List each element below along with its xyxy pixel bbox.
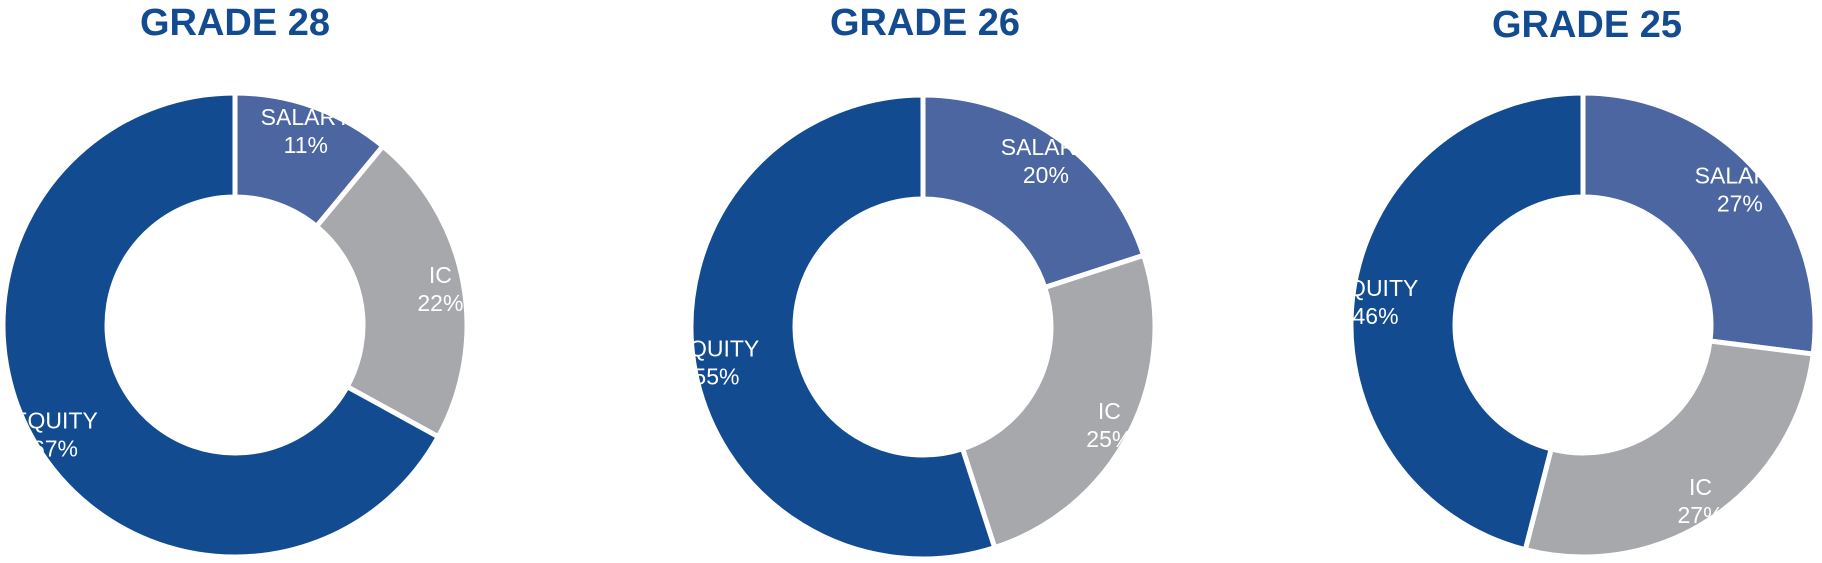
slice-label-ic: IC 22% [417, 262, 463, 316]
slice-category-label: IC [1689, 474, 1712, 500]
slice-category-label: SALARY [1695, 163, 1785, 189]
slice-category-label: EQUITY [1333, 275, 1419, 301]
slice-equity [688, 92, 998, 562]
chart-title: GRADE 26 [829, 2, 1021, 44]
slice-value-label: 55% [693, 364, 739, 390]
slice-value-label: 25% [1086, 426, 1132, 452]
slice-label-ic: IC 27% [1678, 474, 1724, 528]
slice-category-label: SALARY [1001, 134, 1091, 160]
chart-title: GRADE 28 [139, 2, 331, 44]
chart-grade-28: GRADE 28 SALARY 11% IC 22% EQUITY 67% [0, 0, 470, 563]
slice-value-label: 27% [1678, 502, 1724, 528]
donut-chart: SALARY 20% IC 25% EQUITY 55% [674, 92, 1158, 562]
slice-label-salary: SALARY 20% [1001, 134, 1091, 188]
chart-grade-25: GRADE 25 SALARY 27% IC 27% EQUITY 46% [1333, 0, 1822, 563]
slice-label-ic: IC 25% [1086, 398, 1132, 452]
slice-category-label: EQUITY [674, 336, 760, 362]
slice-category-label: IC [429, 262, 452, 288]
slice-value-label: 11% [284, 132, 328, 158]
slice-label-salary: SALARY 27% [1695, 163, 1785, 217]
chart-grade-26: GRADE 26 SALARY 20% IC 25% EQUITY 55% [674, 0, 1160, 563]
slice-value-label: 27% [1717, 191, 1763, 217]
donut-chart: SALARY 11% IC 22% EQUITY 67% [0, 90, 470, 560]
slice-label-salary: SALARY 11% [261, 104, 351, 158]
slice-value-label: 46% [1353, 303, 1399, 329]
slice-label-equity: EQUITY 67% [12, 407, 98, 461]
slice-salary [1580, 90, 1818, 357]
slice-ic [313, 142, 470, 441]
slice-label-equity: EQUITY 46% [1333, 275, 1419, 329]
slice-value-label: 22% [417, 290, 463, 316]
slice-label-equity: EQUITY 55% [674, 336, 760, 390]
slice-category-label: EQUITY [12, 407, 98, 433]
donut-chart: SALARY 27%IC 27%EQUITY 46% [1333, 90, 1818, 560]
slice-category-label: SALARY [261, 104, 351, 130]
slice-ic [1522, 338, 1816, 560]
slice-ic [959, 252, 1158, 551]
chart-title: GRADE 25 [1491, 4, 1683, 46]
slice-salary [920, 92, 1147, 291]
slice-value-label: 20% [1023, 162, 1069, 188]
slice-value-label: 67% [32, 435, 78, 461]
slice-equity [0, 90, 442, 560]
slice-category-label: IC [1098, 398, 1121, 424]
slice-equity [1348, 90, 1586, 553]
